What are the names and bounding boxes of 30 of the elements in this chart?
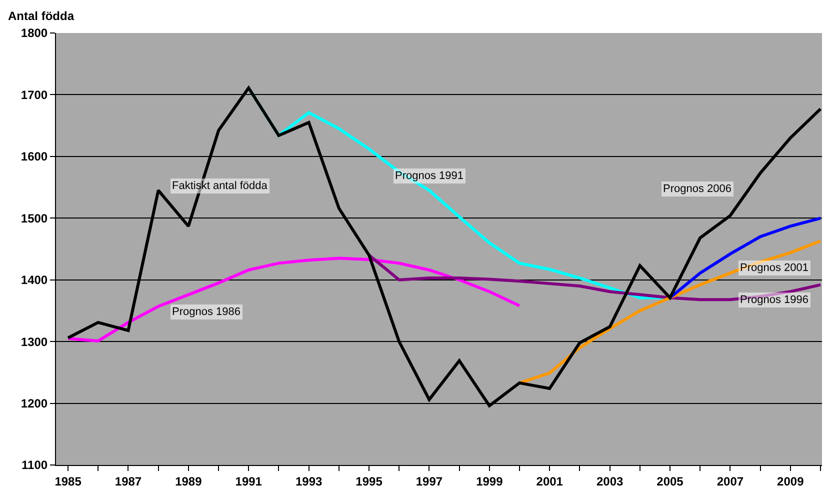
y-tick-label: 1800 — [20, 26, 48, 40]
annotation: Prognos 1986 — [172, 306, 240, 318]
x-tick-label: 1989 — [175, 474, 202, 488]
y-axis-title: Antal födda — [8, 9, 74, 23]
y-tick-label: 1700 — [20, 88, 48, 102]
x-tick-label: 1993 — [295, 474, 322, 488]
y-tick-label: 1200 — [20, 396, 48, 410]
x-tick-label: 2005 — [656, 474, 684, 488]
annotation: Prognos 2006 — [663, 183, 732, 195]
x-tick-label: 1995 — [356, 474, 383, 488]
y-tick-label: 1300 — [20, 334, 48, 349]
annotation: Prognos 2001 — [740, 262, 808, 274]
y-tick-label: 1100 — [22, 458, 48, 472]
x-tick-label: 1985 — [54, 474, 82, 488]
line-series — [66, 256, 522, 342]
x-tick-label: 2003 — [596, 474, 624, 488]
x-tick-label: 1987 — [114, 474, 142, 488]
annotation: Prognos 1996 — [740, 294, 808, 306]
x-tick-label: 1999 — [476, 474, 504, 488]
y-tick-label: 1400 — [20, 273, 48, 288]
x-tick-label: 2007 — [716, 474, 744, 488]
line-series — [518, 239, 822, 384]
x-tick-label: 1991 — [235, 474, 262, 488]
x-tick-label: 2009 — [777, 474, 804, 488]
y-tick-label: 1500 — [20, 211, 48, 226]
annotation: Prognos 1991 — [395, 170, 464, 182]
x-tick-label: 1997 — [416, 474, 443, 488]
annotation: Faktiskt antal födda — [172, 180, 268, 192]
x-tick-label: 2001 — [536, 474, 564, 488]
y-tick-label: 1600 — [20, 150, 48, 164]
